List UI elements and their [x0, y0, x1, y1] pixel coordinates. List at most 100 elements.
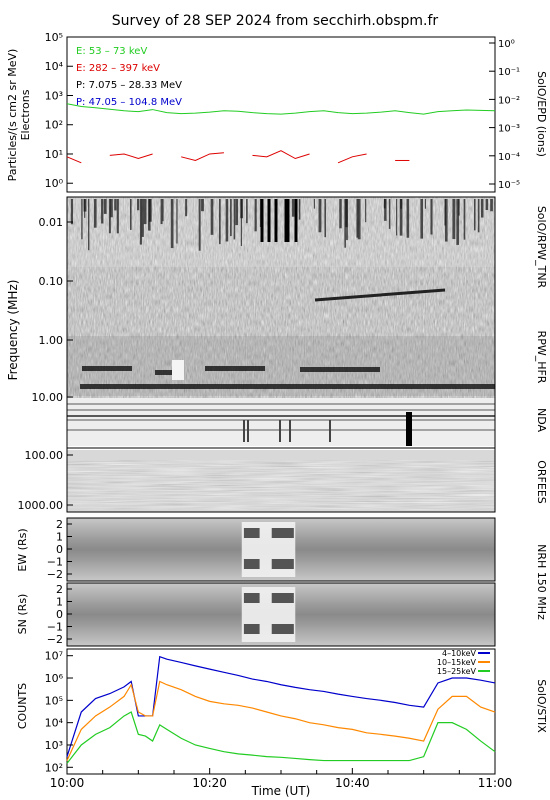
radio-tick-label: 0.10: [39, 275, 64, 288]
epd-left-tick-label: 10²: [45, 119, 63, 132]
nrh-tick-label: 0: [56, 608, 63, 621]
epd-right-tick-label: 10⁻³: [498, 124, 520, 135]
hfr-band-feature: [82, 366, 132, 371]
nrh-ew-panel: 210−1−2 EW (Rs): [16, 517, 496, 582]
instrument-orfees: ORFEES: [535, 460, 548, 504]
time-tick-label: 11:00: [478, 776, 513, 790]
epd-ylabel-electrons: Electrons: [19, 89, 32, 140]
nrh-source-upper: [271, 593, 294, 603]
nrh-tick-label: −1: [47, 556, 63, 569]
epd-left-tick-label: 10¹: [45, 148, 63, 161]
epd-legend: E: 53 – 73 keV E: 282 – 397 keV P: 7.075…: [76, 46, 182, 108]
nrh-source-lower: [243, 559, 260, 569]
hfr-gap: [172, 360, 184, 380]
stix-tick-label: 10⁵: [45, 694, 63, 707]
epd-left-tick-label: 10⁵: [45, 31, 63, 44]
nrh-tick-label: −2: [47, 568, 63, 581]
stix-tick-label: 10⁶: [45, 672, 64, 685]
epd-series-1-segment-4: [337, 153, 367, 164]
epd-series-1-segment-3: [252, 150, 310, 160]
nrh-tick-label: −1: [47, 621, 63, 634]
stix-ylabel: COUNTS: [16, 683, 29, 729]
legend-entry-e2: E: 282 – 397 keV: [76, 63, 160, 74]
nrh-source-lower: [271, 559, 294, 569]
nrh-sn-burst: [241, 587, 296, 642]
nrh-tick-label: 2: [56, 583, 63, 596]
instrument-hfr: RPW_HFR: [535, 331, 548, 384]
stix-legend-label: 15–25keV: [437, 667, 477, 676]
nrh-tick-label: 1: [56, 596, 63, 609]
stix-series-1: [66, 680, 496, 761]
epd-right-tick-label: 10⁰: [498, 39, 515, 50]
nrh-source-lower: [271, 624, 294, 634]
epd-series-group: [66, 103, 496, 164]
epd-left-tick-label: 10³: [45, 89, 63, 102]
nrh-tick-label: 1: [56, 531, 63, 544]
epd-right-label: SolO/EPD (ions): [535, 71, 548, 157]
stix-tick-label: 10³: [45, 739, 63, 752]
nrh-source-lower: [243, 624, 260, 634]
nda-strong-burst: [406, 412, 412, 446]
stix-legend-label: 10–15keV: [437, 658, 477, 667]
hfr-band-feature: [205, 366, 265, 371]
nrh-tick-label: −2: [47, 633, 63, 646]
nrh-sn-ticks: 210−1−2: [47, 583, 72, 646]
legend-entry-p2: P: 47.05 – 104.8 MeV: [76, 97, 182, 108]
time-tick-label: 10:00: [50, 776, 85, 790]
radio-tick-label: 10.00: [32, 391, 64, 404]
instrument-tnr: SolO/RPW_TNR: [535, 206, 548, 289]
instrument-nda: NDA: [535, 408, 548, 433]
time-axis-label: Time (UT): [251, 784, 311, 798]
epd-right-tick-label: 10⁻⁵: [498, 180, 520, 191]
nrh-source-upper: [243, 593, 260, 603]
orfees-texture: [67, 460, 495, 510]
epd-series-1-segment-0: [66, 156, 82, 164]
stix-series-group: [66, 655, 496, 764]
stix-tick-label: 10⁷: [45, 650, 63, 663]
stix-tick-label: 10⁴: [45, 717, 64, 730]
stix-tick-label: 10²: [45, 761, 63, 774]
nrh-sn-panel: 210−1−2 SN (Rs) NRH 150 MHz: [16, 544, 548, 647]
time-tick-label: 10:20: [192, 776, 227, 790]
epd-right-ticks: 10⁻⁵ 10⁻⁴ 10⁻³ 10⁻² 10⁻¹ 10⁰: [489, 39, 520, 191]
epd-series-0-segment-0: [66, 103, 496, 115]
hfr-band-feature: [155, 370, 172, 375]
nrh-source-upper: [271, 528, 294, 538]
nrh-source-upper: [243, 528, 260, 538]
nrh-ew-ylabel: EW (Rs): [16, 528, 29, 571]
legend-entry-e1: E: 53 – 73 keV: [76, 46, 147, 57]
stix-right-label: SolO/STIX: [535, 679, 548, 733]
epd-left-tick-label: 10⁰: [45, 177, 64, 190]
nrh-tick-label: 2: [56, 518, 63, 531]
radio-ylabel: Frequency (MHz): [6, 280, 20, 381]
type3-drift-band: [314, 288, 446, 302]
epd-series-1-segment-2: [181, 152, 224, 161]
hfr-band-feature: [300, 367, 380, 372]
epd-panel: E: 53 – 73 keV E: 282 – 397 keV P: 7.075…: [6, 31, 548, 193]
figure-title: Survey of 28 SEP 2024 from secchirh.obsp…: [112, 13, 439, 29]
nrh-ew-ticks: 210−1−2: [47, 518, 72, 581]
epd-right-tick-label: 10⁻¹: [498, 67, 520, 78]
nrh-tick-label: 0: [56, 543, 63, 556]
radio-tick-label: 0.01: [39, 216, 64, 229]
radio-tick-label: 100.00: [25, 449, 64, 462]
epd-series-1-segment-1: [109, 153, 153, 160]
epd-right-tick-label: 10⁻²: [498, 95, 520, 106]
epd-ylabel: Particles/(s cm2 sr MeV): [6, 49, 19, 182]
radio-tick-label: 1.00: [39, 334, 64, 347]
stix-series-2: [66, 711, 496, 764]
stix-ticks: 10² 10³ 10⁴ 10⁵ 10⁶ 10⁷: [45, 650, 73, 774]
nrh-ew-burst: [241, 522, 296, 577]
radio-panel: 0.01 0.10 1.00 10.00 100.00 1000.00 Frequency…: [6, 196, 548, 513]
epd-right-tick-label: 10⁻⁴: [498, 152, 520, 163]
radio-frame: [66, 196, 496, 513]
radio-features: [70, 199, 495, 389]
stix-legend-label: 4–10keV: [442, 649, 477, 658]
time-tick-label: 10:40: [335, 776, 370, 790]
nrh-right-label: NRH 150 MHz: [535, 544, 548, 620]
epd-left-tick-label: 10⁴: [45, 60, 64, 73]
radio-tick-label: 1000.00: [18, 499, 64, 512]
